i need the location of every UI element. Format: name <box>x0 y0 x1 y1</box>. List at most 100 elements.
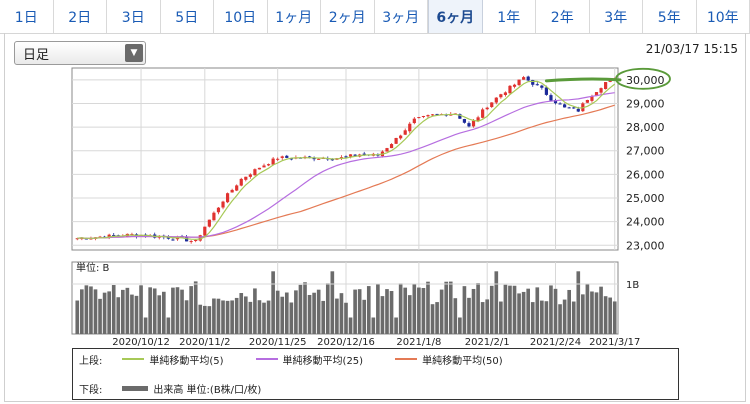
candle-body <box>503 92 508 95</box>
volume-bar <box>485 299 490 334</box>
volume-bar <box>216 298 221 334</box>
volume-bar <box>284 292 289 334</box>
volume-bar <box>330 271 335 334</box>
candle-body <box>262 165 266 168</box>
volume-bar <box>499 301 503 334</box>
volume-bar <box>175 287 180 334</box>
volume-bar <box>198 304 203 334</box>
tab-8[interactable]: 6ヶ月 <box>428 0 483 33</box>
chevron-down-icon[interactable]: ▼ <box>125 44 143 62</box>
annotation-line <box>544 77 622 83</box>
volume-bar <box>271 271 275 334</box>
volume-bar <box>93 289 98 334</box>
volume-bar <box>376 284 380 334</box>
candle-body <box>412 118 416 124</box>
x-tick-label: 2020/12/16 <box>317 337 375 348</box>
tab-5[interactable]: 1ヶ月 <box>268 0 321 33</box>
volume-bar <box>207 306 212 334</box>
candle-body <box>248 174 252 177</box>
volume-bar <box>111 285 116 334</box>
volume-bar <box>535 287 540 334</box>
candle-body <box>567 107 571 109</box>
candle-body <box>535 84 539 86</box>
volume-bar <box>394 317 398 334</box>
candle-body <box>171 239 175 241</box>
volume-bar <box>567 289 571 334</box>
period-select[interactable]: 日足 ▼ <box>14 41 146 65</box>
tab-3[interactable]: 5日 <box>161 0 214 33</box>
y-tick-label: 30,000 <box>626 74 665 87</box>
volume-bar <box>489 285 494 334</box>
tab-0[interactable]: 1日 <box>0 0 54 33</box>
candle-body <box>271 158 275 165</box>
volume-bar <box>303 282 307 334</box>
candle-body <box>198 235 202 241</box>
candle-body <box>417 117 421 119</box>
volume-bar <box>230 300 234 334</box>
candle-body <box>517 79 521 86</box>
volume-bar <box>458 317 462 334</box>
volume-bar <box>180 289 184 334</box>
volume-bar <box>366 286 371 334</box>
x-tick-label: 2020/11/2 <box>179 337 230 348</box>
legend-ma25: 単純移動平均(25) <box>255 352 363 367</box>
annotation-ellipse <box>615 67 671 90</box>
legend-ma5-label: 単純移動平均(5) <box>149 355 224 367</box>
volume-bar <box>116 297 121 334</box>
volume-bar <box>348 317 353 334</box>
volume-bar <box>435 302 439 334</box>
tab-7[interactable]: 3ヶ月 <box>375 0 428 33</box>
legend-ma5: 単純移動平均(5) <box>122 352 224 367</box>
x-tick-label: 2021/1/8 <box>396 337 441 348</box>
volume-bar <box>603 296 608 334</box>
candle-body <box>344 156 348 158</box>
volume-bar <box>107 291 111 334</box>
candle-body <box>157 236 161 238</box>
candle-body <box>490 102 494 107</box>
candle-body <box>266 164 271 166</box>
volume-bar <box>549 285 553 334</box>
legend-ma50-label: 単純移動平均(50) <box>422 355 503 367</box>
candle-body <box>476 117 480 122</box>
tab-12[interactable]: 5年 <box>643 0 697 33</box>
volume-bar <box>157 295 162 334</box>
volume-bar <box>462 286 467 334</box>
volume-bar <box>325 283 330 334</box>
volume-bar <box>571 301 576 334</box>
candle-body <box>389 144 394 149</box>
tab-10[interactable]: 2年 <box>536 0 590 33</box>
volume-bar <box>98 298 102 334</box>
volume-bar <box>193 281 198 334</box>
volume-bar <box>421 287 426 334</box>
volume-bar <box>508 285 512 334</box>
candle-body <box>112 234 116 236</box>
volume-bar <box>417 287 421 334</box>
volume-bar <box>275 290 280 334</box>
candle-body <box>481 109 485 118</box>
tab-9[interactable]: 1年 <box>483 0 536 33</box>
volume-bar <box>540 300 544 334</box>
candle-body <box>221 201 225 208</box>
volume-bar <box>581 294 585 334</box>
volume-bar <box>585 283 590 334</box>
candle-body <box>362 153 366 155</box>
candle-body <box>485 107 489 110</box>
volume-bar <box>262 302 266 334</box>
volume-bar <box>503 284 508 334</box>
tab-11[interactable]: 3年 <box>590 0 643 33</box>
tab-6[interactable]: 2ヶ月 <box>321 0 375 33</box>
volume-bar <box>134 295 139 334</box>
tab-2[interactable]: 3日 <box>107 0 161 33</box>
volume-bar <box>599 286 603 334</box>
volume-bar <box>553 288 558 334</box>
candle-body <box>257 167 262 170</box>
volume-bar <box>471 288 476 334</box>
volume-bar <box>139 285 143 334</box>
volume-bar <box>161 291 166 334</box>
volume-bar <box>257 300 262 334</box>
tab-4[interactable]: 10日 <box>214 0 268 33</box>
volume-bar <box>212 298 216 334</box>
volume-bar <box>467 297 471 334</box>
tab-1[interactable]: 2日 <box>54 0 107 33</box>
volume-bar <box>544 301 549 334</box>
